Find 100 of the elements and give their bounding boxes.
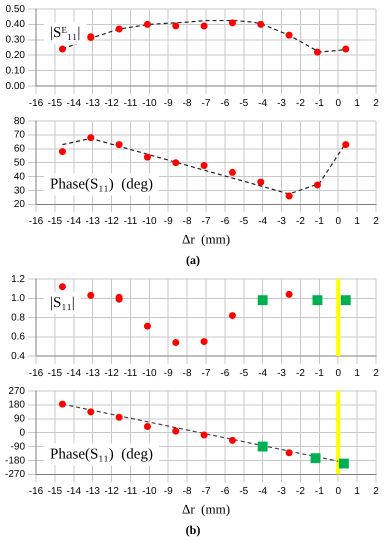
- y-tick-label: 270: [8, 386, 26, 397]
- x-tick-label: 0: [335, 216, 342, 228]
- x-tick-label: -15: [48, 216, 63, 228]
- x-tick-label: -2: [296, 98, 306, 109]
- x-tick-label: -5: [239, 368, 249, 379]
- x-tick-label: 1: [354, 216, 360, 228]
- y-tick-label: 60: [14, 144, 26, 155]
- x-tick-label: 2: [373, 216, 380, 228]
- x-tick-label: -1: [314, 216, 324, 228]
- y-tick-label: 90: [14, 414, 26, 425]
- x-tick-label: -13: [85, 98, 100, 109]
- x-tick-label: -5: [239, 486, 249, 498]
- annotation: |S₁₁|: [50, 294, 75, 311]
- y-tick-label: 1.2: [11, 274, 26, 285]
- x-tick-label: -2: [296, 368, 306, 379]
- x-tick-label: -14: [66, 98, 82, 109]
- x-tick-label: -10: [142, 486, 157, 498]
- annotation: Phase(S₁₁) (deg): [50, 446, 153, 462]
- x-tick-label: -4: [258, 98, 268, 109]
- x-tick-label: -13: [85, 486, 100, 498]
- text: (b): [184, 522, 202, 539]
- x-tick-label: -12: [104, 216, 120, 228]
- x-tick-label: -3: [277, 368, 286, 379]
- x-tick-label: 1: [354, 368, 360, 379]
- x-tick-label: -3: [277, 216, 286, 228]
- y-tick-label: 1.0: [11, 293, 26, 304]
- annotation: Phase(S₁₁) (deg): [50, 176, 153, 192]
- x-tick-label: 2: [373, 98, 380, 109]
- x-tick-label: -5: [239, 98, 249, 109]
- x-tick-label: -14: [66, 216, 82, 228]
- x-tick-label: -9: [164, 98, 174, 109]
- x-tick-label: -6: [220, 486, 230, 498]
- x-tick-label: -9: [164, 486, 174, 498]
- x-tick-label: 1: [354, 486, 360, 498]
- x-tick-label: -2: [296, 216, 306, 228]
- x-tick-label: -6: [220, 216, 230, 228]
- y-tick-label: -270: [4, 469, 26, 480]
- x-axis-title: Δr (mm): [182, 232, 230, 247]
- x-tick-label: -4: [258, 368, 268, 379]
- x-tick-label: -4: [258, 216, 268, 228]
- x-tick-label: 0: [335, 486, 342, 498]
- y-tick-label: 0.40: [6, 19, 26, 30]
- x-tick-label: 2: [373, 368, 380, 379]
- y-tick-label: 50: [14, 157, 26, 168]
- x-tick-label: -1: [314, 98, 324, 109]
- y-tick-label: 0.10: [6, 65, 26, 76]
- x-tick-label: -11: [124, 216, 138, 228]
- x-tick-label: -1: [314, 486, 324, 498]
- x-tick-label: -11: [124, 486, 138, 498]
- x-tick-label: -16: [28, 486, 44, 498]
- x-tick-label: -9: [164, 216, 174, 228]
- x-tick-label: -10: [142, 368, 157, 379]
- x-tick-label: -14: [66, 368, 82, 379]
- y-tick-label: 0.6: [11, 332, 26, 342]
- annotation: |Sᴱ₁₁|: [50, 24, 80, 41]
- y-tick-label: 30: [14, 185, 26, 196]
- y-tick-label: 180: [8, 400, 26, 411]
- x-tick-label: -3: [277, 486, 286, 498]
- y-tick-label: 0.8: [11, 312, 26, 324]
- y-tick-label: 0.00: [6, 80, 26, 92]
- x-tick-label: -11: [124, 98, 138, 109]
- x-tick-label: -8: [182, 368, 192, 379]
- y-tick-label: -90: [10, 441, 26, 452]
- x-tick-label: -2: [296, 486, 306, 498]
- x-tick-label: -16: [28, 216, 44, 228]
- x-tick-label: 0: [335, 98, 342, 109]
- x-tick-label: 0: [335, 368, 342, 379]
- x-tick-label: -12: [104, 98, 120, 109]
- x-tick-label: -7: [202, 486, 211, 498]
- y-tick-label: 0.50: [6, 4, 26, 15]
- x-tick-label: -8: [182, 98, 192, 109]
- x-tick-label: -13: [85, 368, 100, 379]
- x-tick-label: -6: [220, 98, 230, 109]
- text: (a): [185, 252, 201, 269]
- x-tick-label: -9: [164, 368, 174, 379]
- y-tick-label: 0.20: [6, 50, 26, 61]
- x-axis-title: Δr (mm): [182, 502, 230, 517]
- x-tick-label: -7: [202, 98, 211, 109]
- y-tick-label: 20: [14, 199, 26, 210]
- x-tick-label: -13: [85, 216, 100, 228]
- y-tick-label: 80: [14, 116, 26, 127]
- x-tick-label: -3: [277, 98, 286, 109]
- x-tick-label: -10: [142, 98, 157, 109]
- x-tick-label: -15: [48, 98, 63, 109]
- x-tick-label: -15: [48, 486, 63, 498]
- y-tick-label: 70: [14, 130, 26, 141]
- x-tick-label: -10: [142, 216, 157, 228]
- x-tick-label: 1: [354, 98, 360, 109]
- x-tick-label: -11: [124, 368, 138, 379]
- x-tick-label: -1: [314, 368, 324, 379]
- x-tick-label: -15: [48, 368, 63, 379]
- x-tick-label: -12: [104, 486, 120, 498]
- x-tick-label: -16: [28, 98, 44, 109]
- y-tick-label: 0: [19, 427, 26, 438]
- y-tick-label: 0.30: [6, 34, 26, 46]
- x-tick-label: -7: [202, 368, 211, 379]
- y-tick-label: 0.4: [11, 350, 26, 362]
- x-tick-label: -12: [104, 368, 120, 379]
- x-tick-label: -14: [66, 486, 82, 498]
- x-tick-label: -16: [28, 368, 44, 379]
